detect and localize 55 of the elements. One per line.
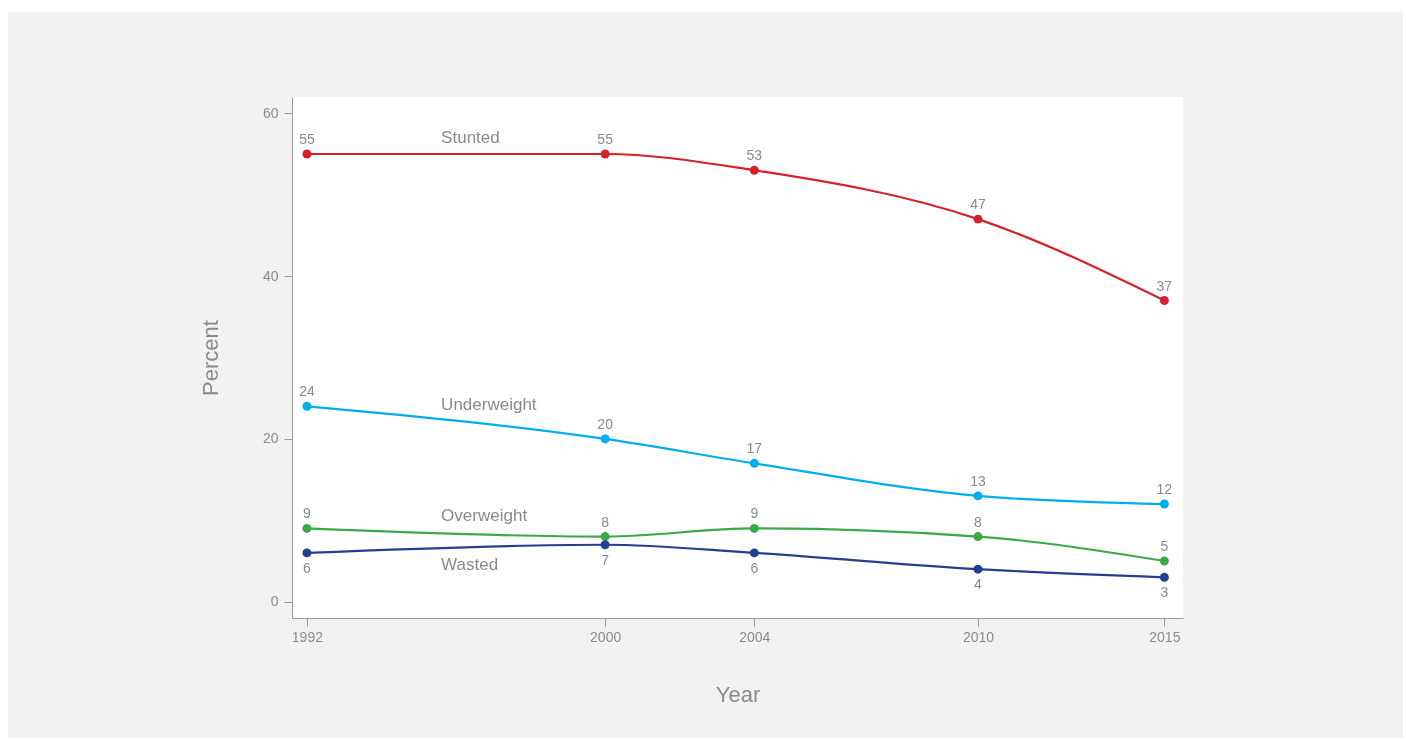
series-label: Stunted bbox=[441, 127, 500, 147]
point bbox=[749, 523, 759, 533]
data-label: 47 bbox=[970, 196, 986, 213]
x-axis-title: Year bbox=[715, 681, 761, 707]
point bbox=[973, 564, 983, 574]
series-label: Wasted bbox=[441, 555, 499, 575]
data-label: 13 bbox=[970, 472, 986, 489]
point bbox=[973, 491, 983, 501]
series-label: Overweight bbox=[441, 506, 528, 526]
point bbox=[1159, 296, 1169, 305]
point bbox=[600, 434, 610, 444]
y-tick-label: 40 bbox=[262, 267, 279, 284]
point bbox=[749, 165, 759, 175]
data-label: 55 bbox=[597, 130, 614, 147]
point bbox=[302, 401, 312, 411]
y-tick-label: 20 bbox=[262, 430, 279, 447]
data-label: 9 bbox=[750, 505, 759, 522]
data-label: 12 bbox=[1156, 481, 1173, 498]
data-label: 6 bbox=[303, 559, 312, 576]
data-label: 7 bbox=[601, 551, 610, 568]
series-label: Underweight bbox=[441, 395, 537, 414]
data-label: 5 bbox=[1160, 538, 1169, 555]
data-label: 53 bbox=[746, 147, 763, 164]
point bbox=[1159, 572, 1169, 582]
y-tick-label: 0 bbox=[270, 593, 279, 610]
data-label: 20 bbox=[597, 415, 614, 432]
data-label: 8 bbox=[974, 513, 983, 530]
x-tick-label: 2004 bbox=[739, 628, 771, 645]
point bbox=[600, 540, 610, 550]
data-label: 9 bbox=[303, 505, 312, 522]
data-label: 37 bbox=[1156, 277, 1173, 294]
data-label: 55 bbox=[299, 130, 315, 147]
point bbox=[600, 149, 610, 159]
x-tick-label: 2015 bbox=[1149, 628, 1181, 645]
data-label: 24 bbox=[299, 383, 315, 400]
point bbox=[973, 214, 983, 224]
point bbox=[600, 532, 610, 542]
point bbox=[302, 548, 312, 558]
point bbox=[302, 149, 312, 159]
y-tick-label: 60 bbox=[262, 104, 279, 121]
data-label: 6 bbox=[750, 559, 759, 576]
data-label: 4 bbox=[974, 576, 983, 593]
data-label: 8 bbox=[601, 513, 610, 530]
data-label: 3 bbox=[1160, 584, 1169, 601]
point bbox=[1159, 499, 1169, 509]
point bbox=[302, 523, 312, 533]
point bbox=[749, 548, 759, 558]
y-axis-title: Percent bbox=[197, 320, 223, 396]
data-label: 17 bbox=[746, 440, 763, 457]
x-tick-label: 2010 bbox=[962, 628, 995, 645]
x-tick-label: 2000 bbox=[590, 628, 622, 645]
point bbox=[973, 532, 983, 542]
point bbox=[1159, 556, 1169, 566]
point bbox=[749, 458, 759, 468]
x-tick-label: 1992 bbox=[291, 628, 324, 645]
